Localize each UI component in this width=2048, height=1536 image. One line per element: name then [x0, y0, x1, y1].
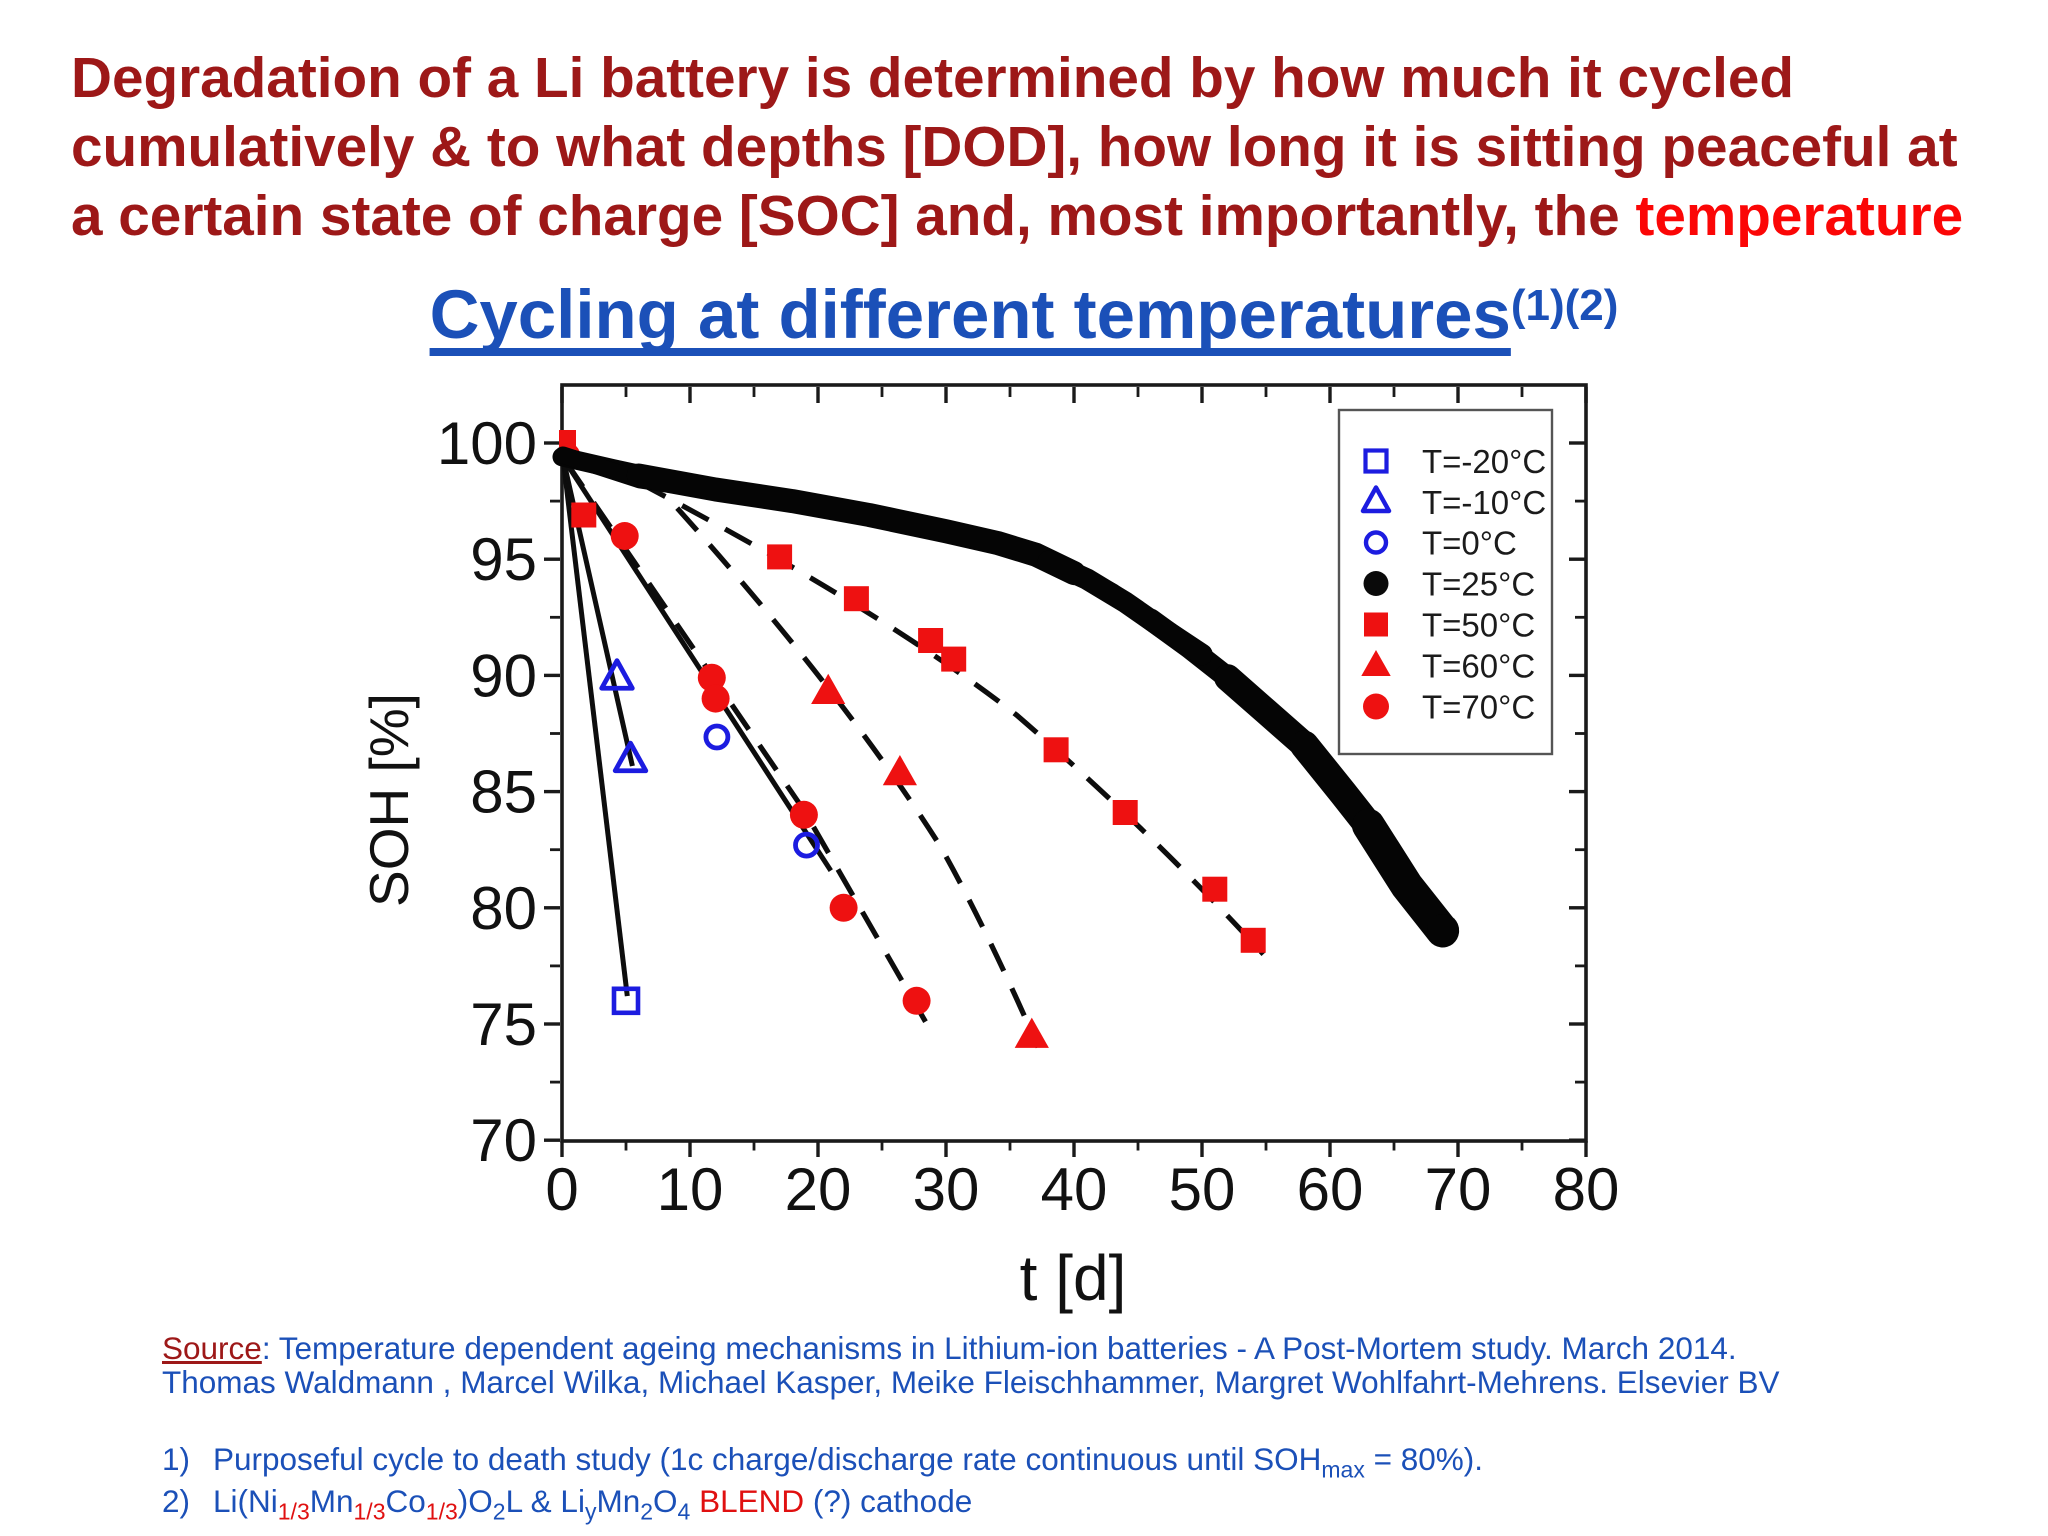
svg-text:T=25°C: T=25°C — [1422, 566, 1535, 603]
svg-text:T=70°C: T=70°C — [1422, 689, 1535, 726]
svg-text:100: 100 — [437, 410, 537, 477]
svg-text:70: 70 — [470, 1107, 537, 1174]
svg-text:95: 95 — [470, 526, 537, 593]
svg-text:T=-10°C: T=-10°C — [1422, 484, 1546, 521]
svg-text:75: 75 — [470, 991, 537, 1058]
svg-text:0: 0 — [545, 1156, 578, 1223]
svg-text:T=50°C: T=50°C — [1422, 607, 1535, 644]
svg-text:20: 20 — [785, 1156, 852, 1223]
svg-text:10: 10 — [657, 1156, 724, 1223]
svg-text:80: 80 — [1553, 1156, 1620, 1223]
svg-text:40: 40 — [1041, 1156, 1108, 1223]
svg-text:60: 60 — [1297, 1156, 1364, 1223]
svg-text:SOH [%]: SOH [%] — [358, 693, 420, 907]
svg-text:T=0°C: T=0°C — [1422, 525, 1517, 562]
svg-text:90: 90 — [470, 642, 537, 709]
svg-text:t [d]: t [d] — [1020, 1242, 1127, 1314]
svg-text:85: 85 — [470, 759, 537, 826]
svg-text:30: 30 — [913, 1156, 980, 1223]
svg-text:T=-20°C: T=-20°C — [1422, 443, 1546, 480]
svg-text:50: 50 — [1169, 1156, 1236, 1223]
svg-text:80: 80 — [470, 875, 537, 942]
svg-text:70: 70 — [1425, 1156, 1492, 1223]
svg-text:T=60°C: T=60°C — [1422, 648, 1535, 685]
